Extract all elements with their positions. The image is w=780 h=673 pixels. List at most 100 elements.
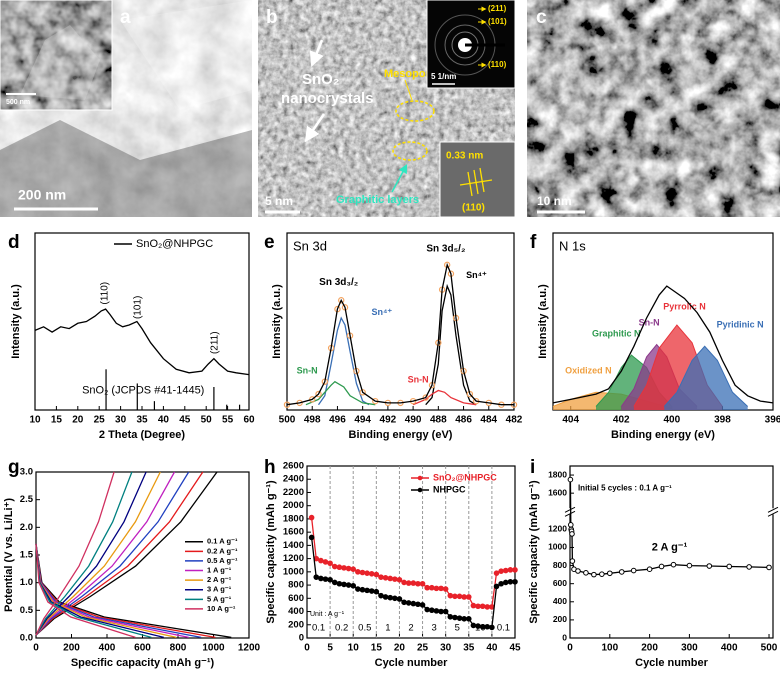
data-point — [438, 608, 444, 615]
data-point — [452, 593, 458, 600]
series-line — [425, 283, 477, 406]
x-tick-label: 10 — [29, 415, 41, 426]
data-point — [387, 594, 394, 601]
y-tick-label: 1200 — [283, 553, 304, 564]
panel-label: f — [530, 232, 537, 253]
arrow — [309, 39, 324, 67]
scale-label: 200 nm — [18, 187, 66, 203]
data-point — [382, 594, 389, 600]
x-tick-label: 15 — [371, 643, 383, 654]
x-tick-label: 396 — [765, 415, 780, 426]
data-point — [336, 580, 343, 587]
inset-scale-label: 500 nm — [6, 99, 30, 106]
y-tick-label: 2400 — [283, 474, 304, 485]
data-point — [322, 576, 329, 582]
inset-scale-label: 5 1/nm — [431, 72, 456, 81]
data-point — [479, 603, 486, 610]
y-tick-label: 0 — [299, 633, 304, 644]
ring-label: (211) — [488, 4, 507, 13]
image-texture — [527, 0, 780, 217]
data-point — [419, 602, 426, 608]
axis-break-gap — [566, 508, 574, 515]
data-point — [422, 394, 429, 401]
x-tick-label: 400 — [99, 643, 116, 654]
leader — [404, 79, 413, 101]
y-tick-label: 1000 — [283, 566, 304, 577]
x-tick-label: 398 — [714, 415, 731, 426]
annotation: (101) — [132, 296, 143, 319]
y-axis-label: Specific capacity (mAh g⁻¹) — [528, 480, 540, 624]
data-point — [465, 616, 472, 622]
legend-label: 2 A g⁻¹ — [207, 575, 232, 584]
inset-label: 0.33 nm — [446, 151, 483, 162]
x-tick-label: 486 — [455, 415, 472, 426]
data-point — [345, 565, 352, 572]
area-fill — [664, 346, 748, 410]
data-point — [489, 624, 495, 631]
y-tick-label: 3.0 — [20, 467, 33, 478]
y-tick-label: 1400 — [283, 540, 304, 551]
y-tick-label: 2.0 — [20, 522, 33, 533]
chart-panel: i 0 100 200 300 400 500 0 200 400 600 800 1000 1200 16… — [528, 457, 779, 669]
data-point — [433, 608, 440, 614]
x-tick-label: 35 — [463, 643, 475, 654]
series-label: Sn⁴⁺ — [371, 307, 392, 317]
data-point — [583, 570, 589, 576]
x-tick-label: 35 — [136, 415, 148, 426]
chart-panel: d 10 15 20 25 30 35 40 45 50 55 60 2 Theta (Degree) I… — [8, 232, 255, 441]
fringe — [479, 167, 485, 193]
data-point — [309, 396, 316, 403]
tem-image-c: c 10 nm — [527, 0, 780, 217]
data-point — [419, 580, 426, 587]
hrtem-inset — [439, 141, 516, 218]
data-point — [410, 580, 417, 586]
y-tick-label: 0 — [562, 632, 567, 642]
x-axis-label: Specific capacity (mAh g⁻¹) — [71, 657, 215, 669]
x-tick-label: 300 — [681, 643, 698, 654]
ring-label: (110) — [488, 60, 507, 69]
data-point — [405, 600, 412, 606]
rate-label: 0.1 — [312, 623, 325, 634]
y-axis-label: Intensity (a.u.) — [537, 284, 549, 359]
x-tick-label: 496 — [329, 415, 346, 426]
x-tick-label: 0 — [304, 643, 310, 654]
data-point — [368, 588, 375, 594]
rate-label: 2 — [408, 623, 413, 634]
data-point — [429, 584, 435, 591]
y-tick-label: 2200 — [283, 487, 304, 498]
sheet — [0, 120, 252, 217]
x-tick-label: 10 — [348, 643, 360, 654]
panel-label: a — [120, 7, 131, 28]
legend-label: SnO₂@NHPGC — [136, 238, 213, 250]
annotation: nanocrystals — [281, 90, 374, 107]
data-point — [461, 616, 467, 622]
data-point — [308, 534, 315, 541]
mesopore-outline — [395, 100, 435, 122]
data-point — [308, 514, 315, 521]
y-tick-label: 2.5 — [20, 494, 34, 505]
x-tick-label: 100 — [601, 643, 618, 654]
x-tick-label: 488 — [430, 415, 447, 426]
x-tick-label: 500 — [761, 643, 778, 654]
series-label: Sn⁴⁺ — [466, 270, 487, 280]
data-point — [567, 476, 574, 483]
data-point — [345, 582, 352, 588]
x-tick-label: 200 — [641, 643, 658, 654]
data-point — [368, 571, 375, 577]
annotation: SnO₂ — [302, 71, 340, 88]
data-point — [630, 567, 637, 574]
chart-title: N 1s — [559, 238, 586, 253]
x-tick-label: 45 — [509, 643, 521, 654]
data-point — [447, 614, 454, 620]
annotation: Graphitic layers — [336, 194, 419, 206]
data-point — [373, 588, 380, 595]
data-point — [355, 586, 361, 592]
y-tick-label: 600 — [553, 578, 567, 588]
axis-break-gap — [769, 508, 777, 515]
scale-label: 10 nm — [537, 194, 572, 208]
x-tick-label: 30 — [440, 643, 452, 654]
annotation: Initial 5 cycles : 0.1 A g⁻¹ — [578, 484, 672, 493]
ring-label: (101) — [488, 17, 507, 26]
x-tick-label: 200 — [63, 643, 80, 654]
